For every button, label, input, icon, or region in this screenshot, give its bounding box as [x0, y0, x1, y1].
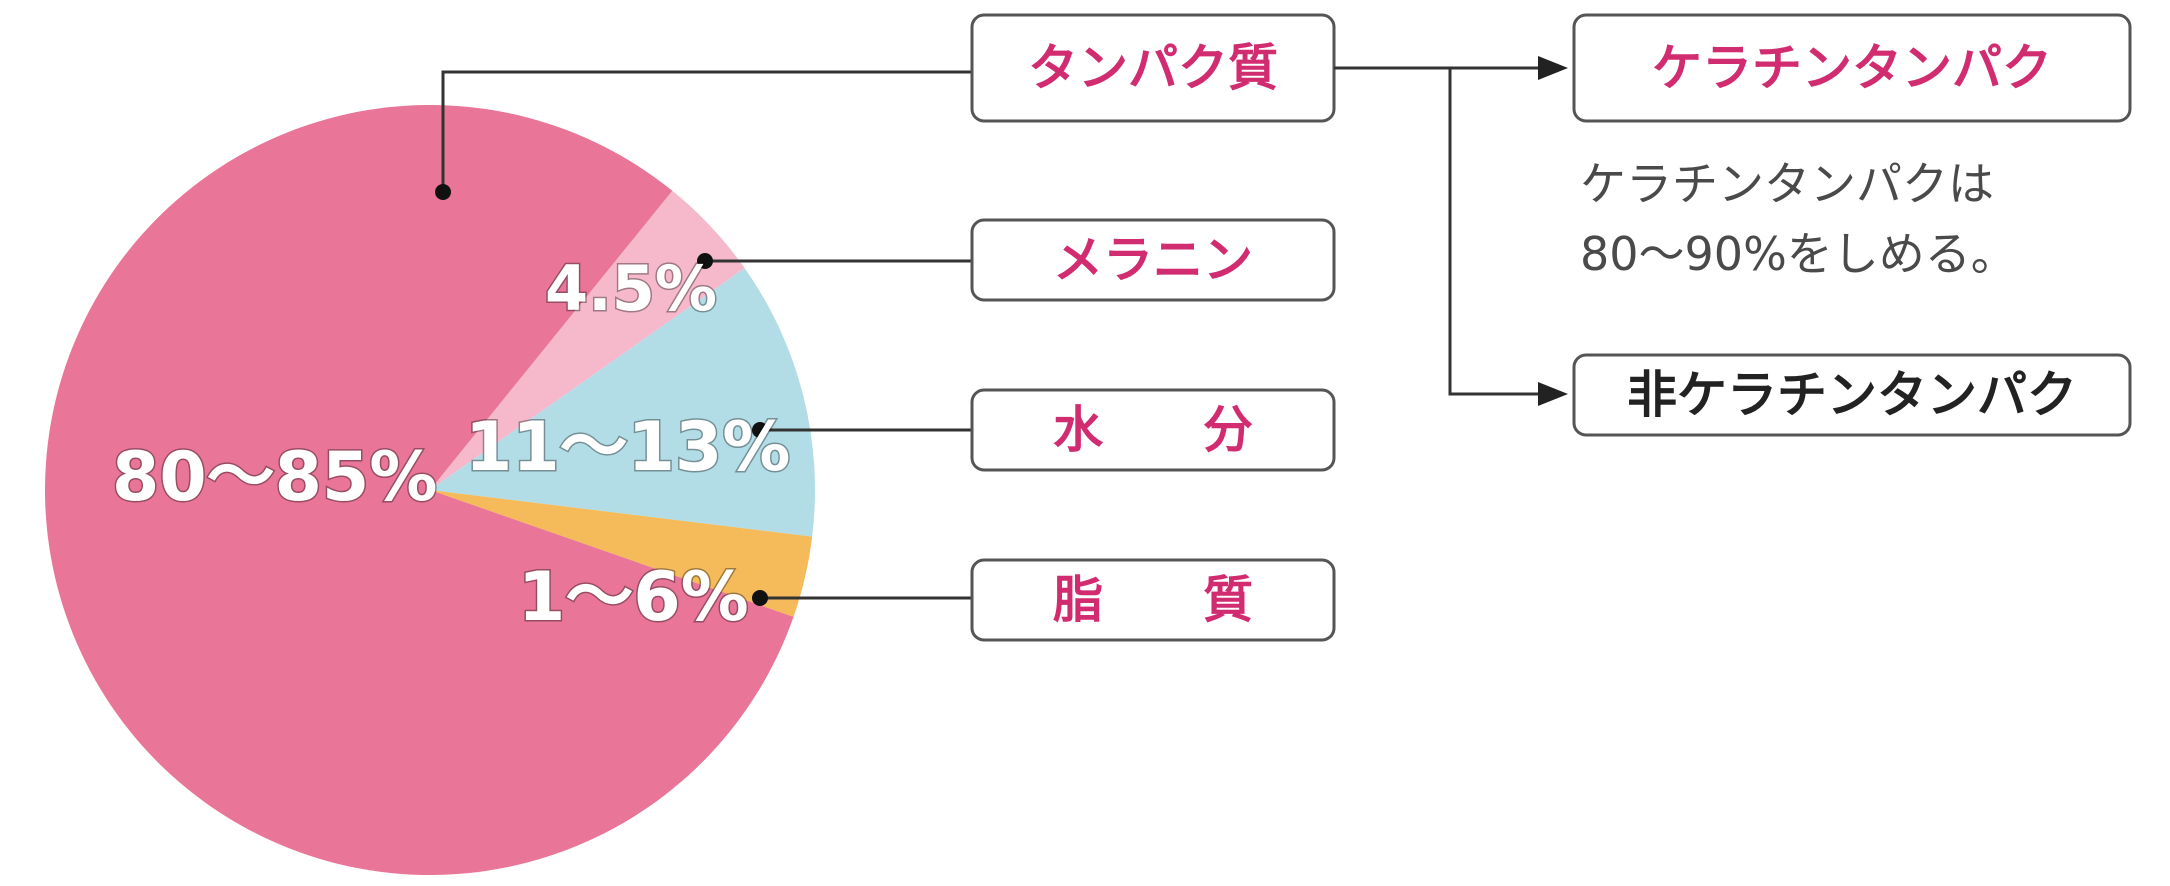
- arrow-head-keratin: [1538, 56, 1568, 80]
- leader-dot-water: [752, 422, 768, 438]
- box-label-melanin: メラニン: [1053, 231, 1253, 289]
- pct-label-protein: 80〜85%: [112, 438, 437, 517]
- box-label-keratin: ケラチンタンパク: [1652, 39, 2052, 97]
- leader-dot-lipid: [752, 590, 768, 606]
- box-water: [970, 388, 1336, 472]
- box-melanin: [970, 218, 1336, 302]
- pct-label-lipid: 1〜6%: [518, 558, 749, 637]
- branch-line-non-keratin: [1448, 68, 1540, 396]
- keratin-note-line1: ケラチンタンパクは: [1580, 157, 1994, 211]
- pie-slice-water: [430, 268, 815, 537]
- leader-line-protein: [441, 70, 972, 192]
- box-label-protein: タンパク質: [1028, 39, 1278, 97]
- pie-slice-lipid: [430, 490, 813, 617]
- leader-dot-protein: [435, 184, 451, 200]
- pct-label-water: 11〜13%: [465, 408, 790, 487]
- pie-slice-melanin: [430, 190, 745, 490]
- box-keratin: [1572, 13, 2132, 123]
- box-label-water: 水 分: [1053, 401, 1253, 459]
- box-label-non-keratin: 非ケラチンタンパク: [1627, 366, 2077, 424]
- box-label-lipid: 脂 質: [1053, 571, 1253, 629]
- pie-chart: [44, 104, 815, 876]
- leader-dot-melanin: [697, 253, 713, 269]
- pct-label-melanin: 4.5%: [545, 252, 717, 325]
- box-lipid: [970, 558, 1336, 642]
- arrow-head-non-keratin: [1538, 382, 1568, 406]
- pie-slice-protein: [44, 104, 794, 876]
- keratin-note-line2: 80〜90%をしめる。: [1580, 227, 2017, 281]
- box-non-keratin: [1572, 353, 2132, 437]
